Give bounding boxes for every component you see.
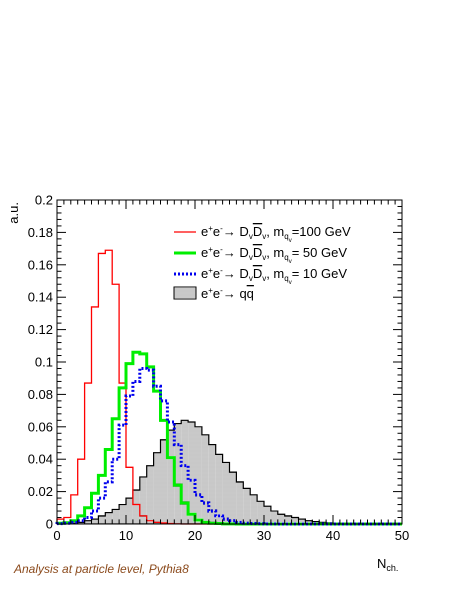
series-qqbar (57, 419, 402, 525)
bin-qqbar-14 (153, 452, 161, 524)
y-tick-label: 0.12 (28, 322, 53, 337)
bin-qqbar-33 (284, 515, 292, 524)
y-tick-label: 0.16 (28, 257, 53, 272)
x-tick-label: 50 (395, 528, 409, 543)
bin-qqbar-19 (188, 421, 195, 524)
legend-label-mq50: e+e-→ DvDv, mqv= 50 GeV (201, 245, 347, 265)
y-tick-label: 0.14 (28, 290, 53, 305)
x-tick-label: 20 (188, 528, 202, 543)
bin-qqbar-16 (167, 430, 175, 524)
bin-qqbar-13 (146, 465, 154, 524)
bin-qqbar-10 (126, 498, 133, 524)
bin-qqbar-30 (264, 506, 271, 524)
bin-qqbar-18 (181, 420, 189, 524)
y-tick-label: 0.02 (28, 484, 53, 499)
bin-qqbar-7 (105, 512, 113, 524)
bin-qqbar-8 (112, 509, 120, 524)
bin-qqbar-9 (119, 504, 126, 524)
legend-swatch-qqbar (173, 286, 197, 300)
bin-qqbar-34 (291, 517, 299, 524)
bin-qqbar-15 (160, 439, 168, 524)
y-tick-label: 0.06 (28, 419, 53, 434)
bin-qqbar-35 (298, 519, 306, 524)
bin-qqbar-32 (277, 514, 285, 524)
y-tick-label: 0.1 (35, 355, 53, 370)
analysis-footnote: Analysis at particle level, Pythia8 (14, 562, 189, 576)
legend-label-mq10: e+e-→ DvDv, mqv= 10 GeV (201, 266, 347, 286)
bin-qqbar-25 (229, 472, 237, 524)
legend: e+e-→ DvDv, mqv=100 GeV e+e-→ DvDv, mqv=… (173, 224, 351, 301)
y-axis-title: a.u. (6, 202, 21, 224)
bin-qqbar-29 (257, 501, 264, 524)
x-tick-label: 0 (53, 528, 60, 543)
y-tick-label: 0.18 (28, 225, 53, 240)
legend-label-qqbar: e+e-→ qq (201, 286, 254, 301)
bin-qqbar-36 (305, 520, 313, 524)
bin-qqbar-12 (139, 477, 147, 524)
x-tick-label: 40 (326, 528, 340, 543)
bin-qqbar-22 (208, 444, 216, 524)
y-tick-label: 0.08 (28, 387, 53, 402)
bin-qqbar-27 (243, 488, 251, 524)
bin-qqbar-24 (222, 462, 230, 524)
y-axis-ticks: 0 0.02 0.04 0.06 0.08 0.1 0.12 0.14 0.16 0.18 0.2 (28, 193, 402, 532)
bin-qqbar-31 (270, 511, 278, 524)
x-tick-label: 10 (119, 528, 133, 543)
y-tick-label: 0 (46, 517, 53, 532)
x-axis-title: Nch. (377, 556, 398, 573)
bin-qqbar-28 (250, 494, 258, 524)
bin-qqbar-3 (77, 522, 85, 524)
x-axis-ticks: 0 10 20 30 40 50 (53, 200, 409, 543)
bin-qqbar-21 (201, 434, 209, 524)
y-tick-label: 0.04 (28, 452, 53, 467)
legend-label-mq100: e+e-→ DvDv, mqv=100 GeV (201, 224, 351, 244)
x-tick-label: 30 (257, 528, 271, 543)
bin-qqbar-6 (98, 515, 106, 524)
bin-qqbar-11 (132, 489, 140, 524)
y-tick-label: 0.2 (35, 193, 53, 208)
bin-qqbar-4 (84, 520, 92, 524)
bin-qqbar-5 (91, 519, 99, 524)
bin-qqbar-17 (174, 423, 182, 524)
bin-qqbar-20 (195, 426, 202, 524)
bin-qqbar-26 (236, 481, 244, 524)
bin-qqbar-23 (215, 454, 223, 524)
